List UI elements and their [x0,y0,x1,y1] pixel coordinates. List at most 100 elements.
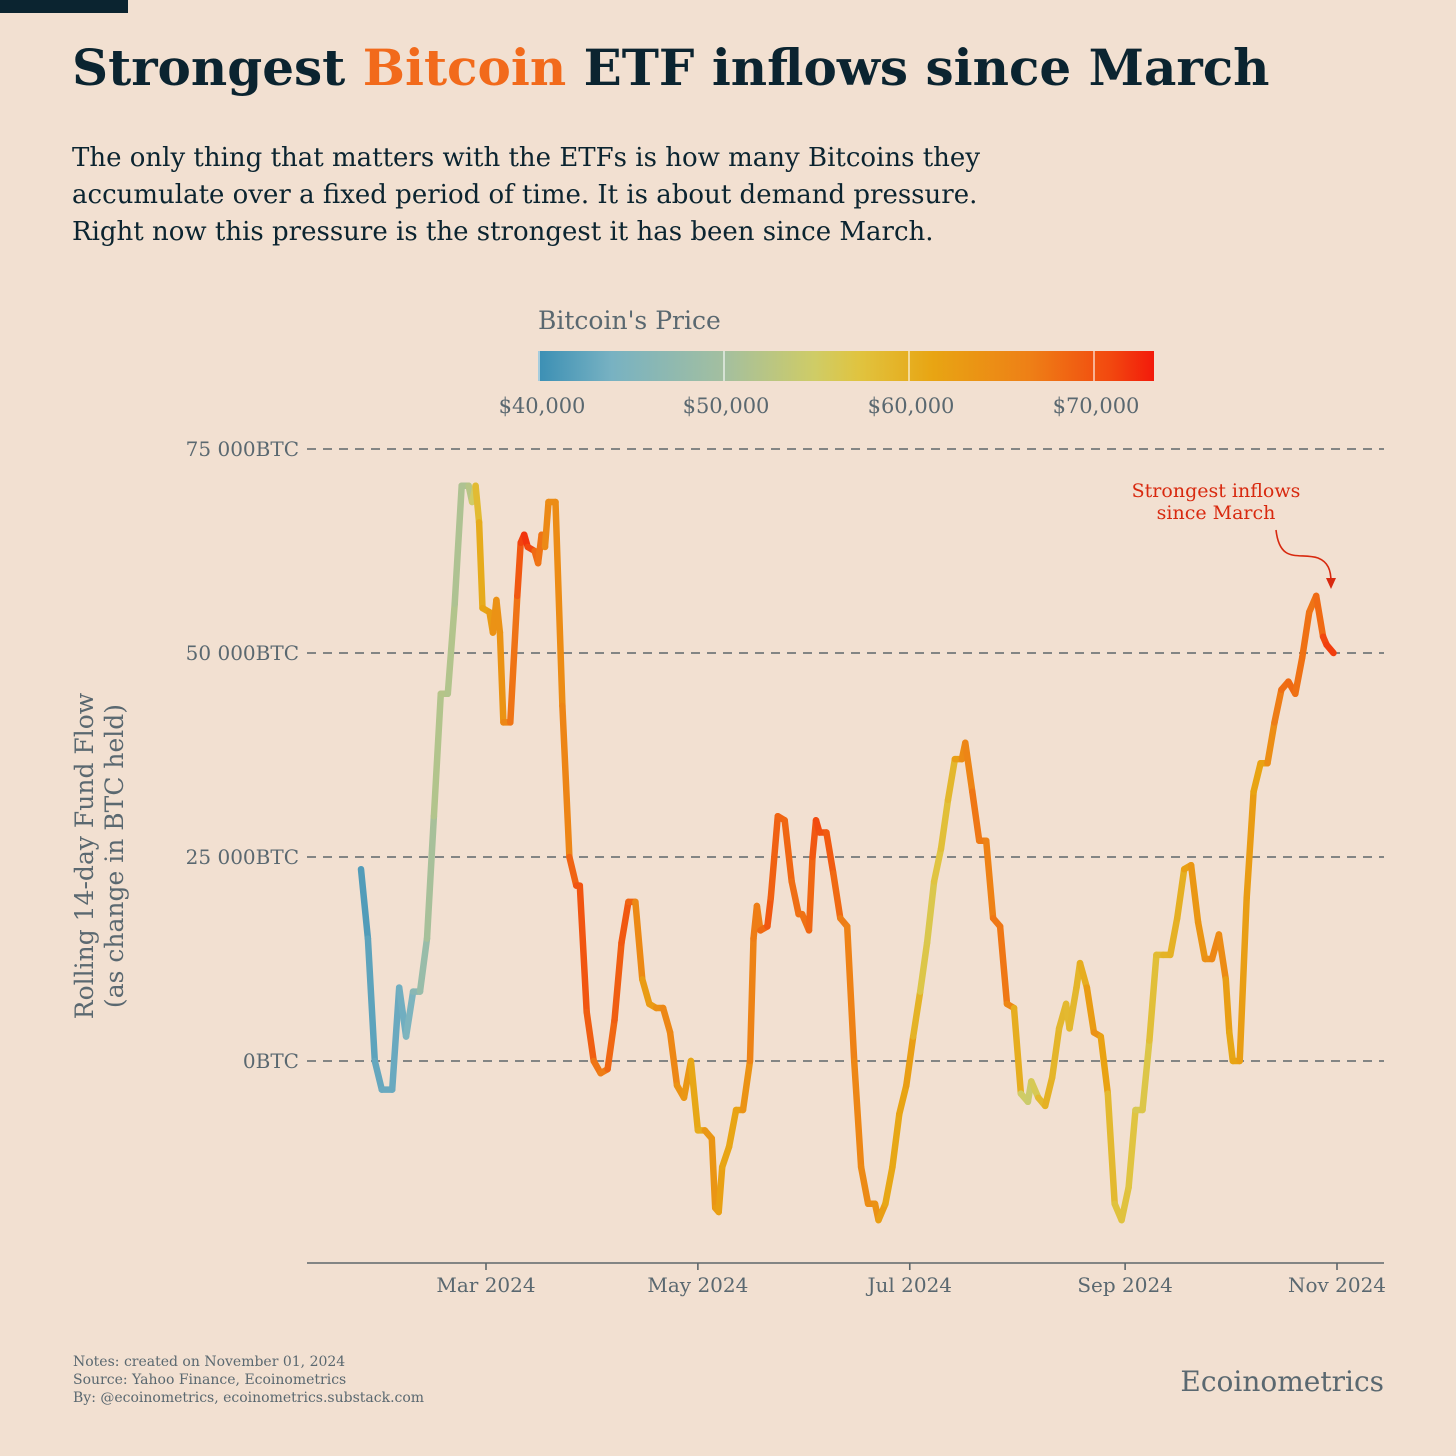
source-line: Source: Yahoo Finance, Ecoinometrics [73,1372,347,1388]
annotation-arrowhead-icon [1326,578,1336,589]
colorbar-tick-mark [538,351,540,381]
line-segment [618,898,632,946]
line-segment [416,935,431,995]
line-segment [788,878,802,918]
line-segment [753,902,764,934]
line-segment [923,878,938,946]
line-segment [889,1110,903,1171]
line-segment [1236,894,1250,1065]
annotation-text-line: since March [1157,502,1276,524]
line-segment [930,845,945,885]
line-segment [451,482,465,608]
line-segment [1312,592,1327,640]
subtitle-line: Right now this pressure is the strongest… [72,217,934,247]
line-segment [402,988,417,1040]
line-segment [764,894,775,930]
y-tick-label: 50 000BTC [186,641,299,665]
colorbar-tick-label: $50,000 [682,394,770,418]
line-segment [830,870,844,922]
chart-title: Strongest Bitcoin ETF inflows since Marc… [72,32,1270,104]
line-segment [444,600,458,698]
x-tick-label: Sep 2024 [1077,1273,1173,1297]
corner-accent-bar [0,0,128,13]
annotation: Strongest inflows since March [1132,480,1336,589]
chart-subtitle: The only thing that matters with the ETF… [72,140,1182,251]
colorbar-tick-label: $60,000 [867,394,955,418]
title-part-1: Strongest [72,38,363,97]
line-segment [639,976,653,1008]
colorbar-tick-label: $70,000 [1052,394,1140,418]
colorbar-tick-mark [723,351,725,381]
line-segment [1222,976,1233,1036]
line-segment [388,984,403,1093]
line-segment [552,498,566,710]
line-segment [718,1143,733,1171]
notes-line: Notes: created on November 01, 2024 [73,1354,346,1370]
line-segment [423,812,438,942]
colorbar-tick-mark [1093,351,1095,381]
x-tick-label: Mar 2024 [436,1273,535,1297]
line-segment [1323,641,1337,657]
line-segment [896,1082,910,1118]
line-segment [632,898,646,983]
line-segment [559,702,573,861]
line-segment [725,1106,740,1150]
line-segment [909,988,924,1040]
fund-flow-line [357,482,1337,1224]
x-tick-label: Jul 2024 [865,1273,952,1297]
x-axis: Mar 2024 May 2024 Jul 2024 Sep 2024 Nov 2024 [307,1262,1386,1297]
line-segment [1173,865,1188,922]
line-segment [566,853,580,889]
color-legend-title: Bitcoin's Price [538,306,721,335]
line-segment [1041,1074,1056,1110]
line-segment [1243,788,1257,902]
line-segment [1125,1106,1139,1191]
subtitle-line: The only thing that matters with the ETF… [72,143,981,173]
subtitle-line: accumulate over a fixed period of time. … [72,180,978,210]
line-segment [1146,951,1160,1044]
x-tick-label: Nov 2024 [1288,1273,1386,1297]
brand-logo-text: Ecoinometrics [1180,1365,1384,1398]
line-segment [1139,1037,1153,1114]
line-segment [493,596,504,636]
line-segment [1118,1184,1132,1224]
annotation-text-line: Strongest inflows [1132,480,1301,502]
line-segment [1299,608,1313,661]
line-segment [1271,686,1285,726]
line-segment [1010,1004,1025,1097]
x-tick-label: May 2024 [647,1273,748,1297]
line-segment [496,629,507,726]
line-segment [1167,914,1181,959]
line-segment [604,1016,618,1073]
title-part-2: ETF inflows since March [566,38,1270,97]
line-segment [583,1008,597,1065]
line-segment [996,923,1011,1008]
line-segment [1226,1029,1237,1065]
line-segment [944,755,959,804]
line-segment [969,788,983,844]
byline: By: @ecoinometrics, ecoinometrics.substa… [73,1390,425,1406]
annotation-arrow [1275,529,1332,583]
line-segment [1048,1025,1063,1081]
line-segment [962,739,976,795]
line-segment [823,829,837,877]
footer-notes: Notes: created on November 01, 2024 Sour… [73,1353,424,1407]
line-segment [1194,919,1209,963]
line-segment [576,882,590,1016]
line-segment [659,1004,674,1036]
line-segment [1066,984,1080,1032]
line-segment [472,482,483,526]
price-colorbar [538,351,1154,381]
line-segment [781,817,795,885]
line-segment [611,939,625,1024]
line-segment [1104,1090,1118,1208]
line-segment [916,939,931,995]
colorbar-tick-mark [908,351,910,381]
line-segment [1292,653,1306,698]
line-segment [687,1057,702,1134]
line-segment [430,690,445,820]
line-segment [805,853,816,934]
line-segment [1215,931,1230,983]
line-segment [850,1057,865,1171]
